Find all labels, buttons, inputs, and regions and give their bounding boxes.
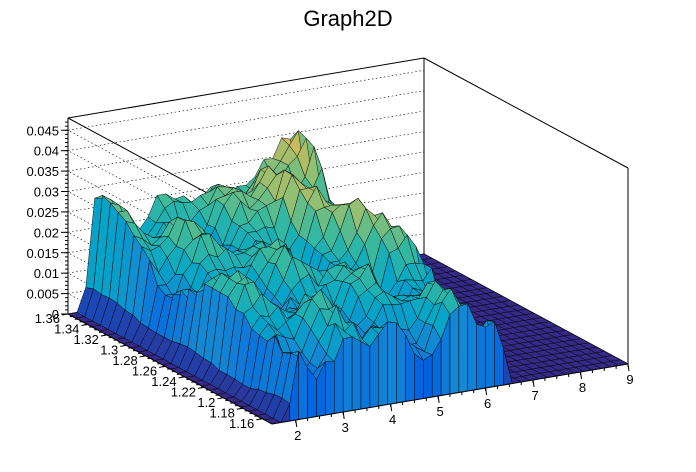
- y-tick-label-9: 1.34: [54, 321, 79, 336]
- x-tick-label-1: 3: [342, 420, 349, 435]
- frame-edge-4: [423, 57, 629, 169]
- surface-skirt: [351, 336, 362, 411]
- surface-skirt: [449, 305, 460, 395]
- z-tick-label-6: 0.03: [34, 185, 59, 200]
- surface-skirt: [485, 321, 495, 389]
- y-tick-label-7: 1.3: [100, 342, 118, 357]
- surface-skirt: [423, 354, 433, 399]
- z-tick-label-0: 0: [52, 307, 59, 322]
- z-tick-label-4: 0.02: [34, 225, 59, 240]
- y-tick-label-8: 1.32: [74, 332, 99, 347]
- surface-layer: [76, 129, 513, 423]
- x-tick-label-2: 4: [389, 412, 396, 427]
- z-tick-label-3: 0.015: [26, 246, 59, 261]
- y-tick-label-10: 1.36: [35, 311, 60, 326]
- x-tick-label-6: 8: [579, 380, 586, 395]
- surface-skirt: [387, 321, 397, 405]
- z-tick-label-1: 0.005: [26, 287, 59, 302]
- surface-skirt: [325, 361, 335, 416]
- y-tick-label-5: 1.26: [132, 363, 157, 378]
- z-tick-label-7: 0.035: [26, 164, 59, 179]
- y-tick-label-2: 1.2: [197, 395, 215, 410]
- surface-skirt: [360, 341, 371, 410]
- y-tick-label-1: 1.18: [210, 405, 235, 420]
- surface-skirt: [378, 321, 388, 407]
- x-tick-label-0: 2: [294, 428, 301, 443]
- surface-skirt: [369, 333, 380, 408]
- surface-skirt: [342, 336, 353, 413]
- x-tick-label-3: 5: [437, 404, 444, 419]
- y-tick-label-0: 1.16: [229, 416, 254, 431]
- z-tick-label-8: 0.04: [34, 144, 59, 159]
- chart-title: Graph2D: [303, 6, 392, 31]
- surface-skirt: [476, 324, 486, 390]
- surface-skirt: [396, 322, 406, 404]
- y-tick-label-4: 1.24: [151, 374, 176, 389]
- y-tick-label-3: 1.22: [171, 384, 196, 399]
- surface-skirt: [414, 353, 424, 401]
- x-tick-label-4: 6: [484, 396, 491, 411]
- y-tick-label-6: 1.28: [112, 353, 137, 368]
- frame-edge-3: [67, 57, 425, 119]
- surface-skirt: [458, 303, 469, 393]
- z-tick-label-5: 0.025: [26, 205, 59, 220]
- z-tick-label-9: 0.045: [26, 123, 59, 138]
- x-tick-label-5: 7: [531, 388, 538, 403]
- x-tick-label-7: 9: [626, 372, 633, 387]
- axis-layer: 234567891.161.181.21.221.241.261.281.31.…: [26, 121, 634, 443]
- z-tick-label-2: 0.01: [34, 266, 59, 281]
